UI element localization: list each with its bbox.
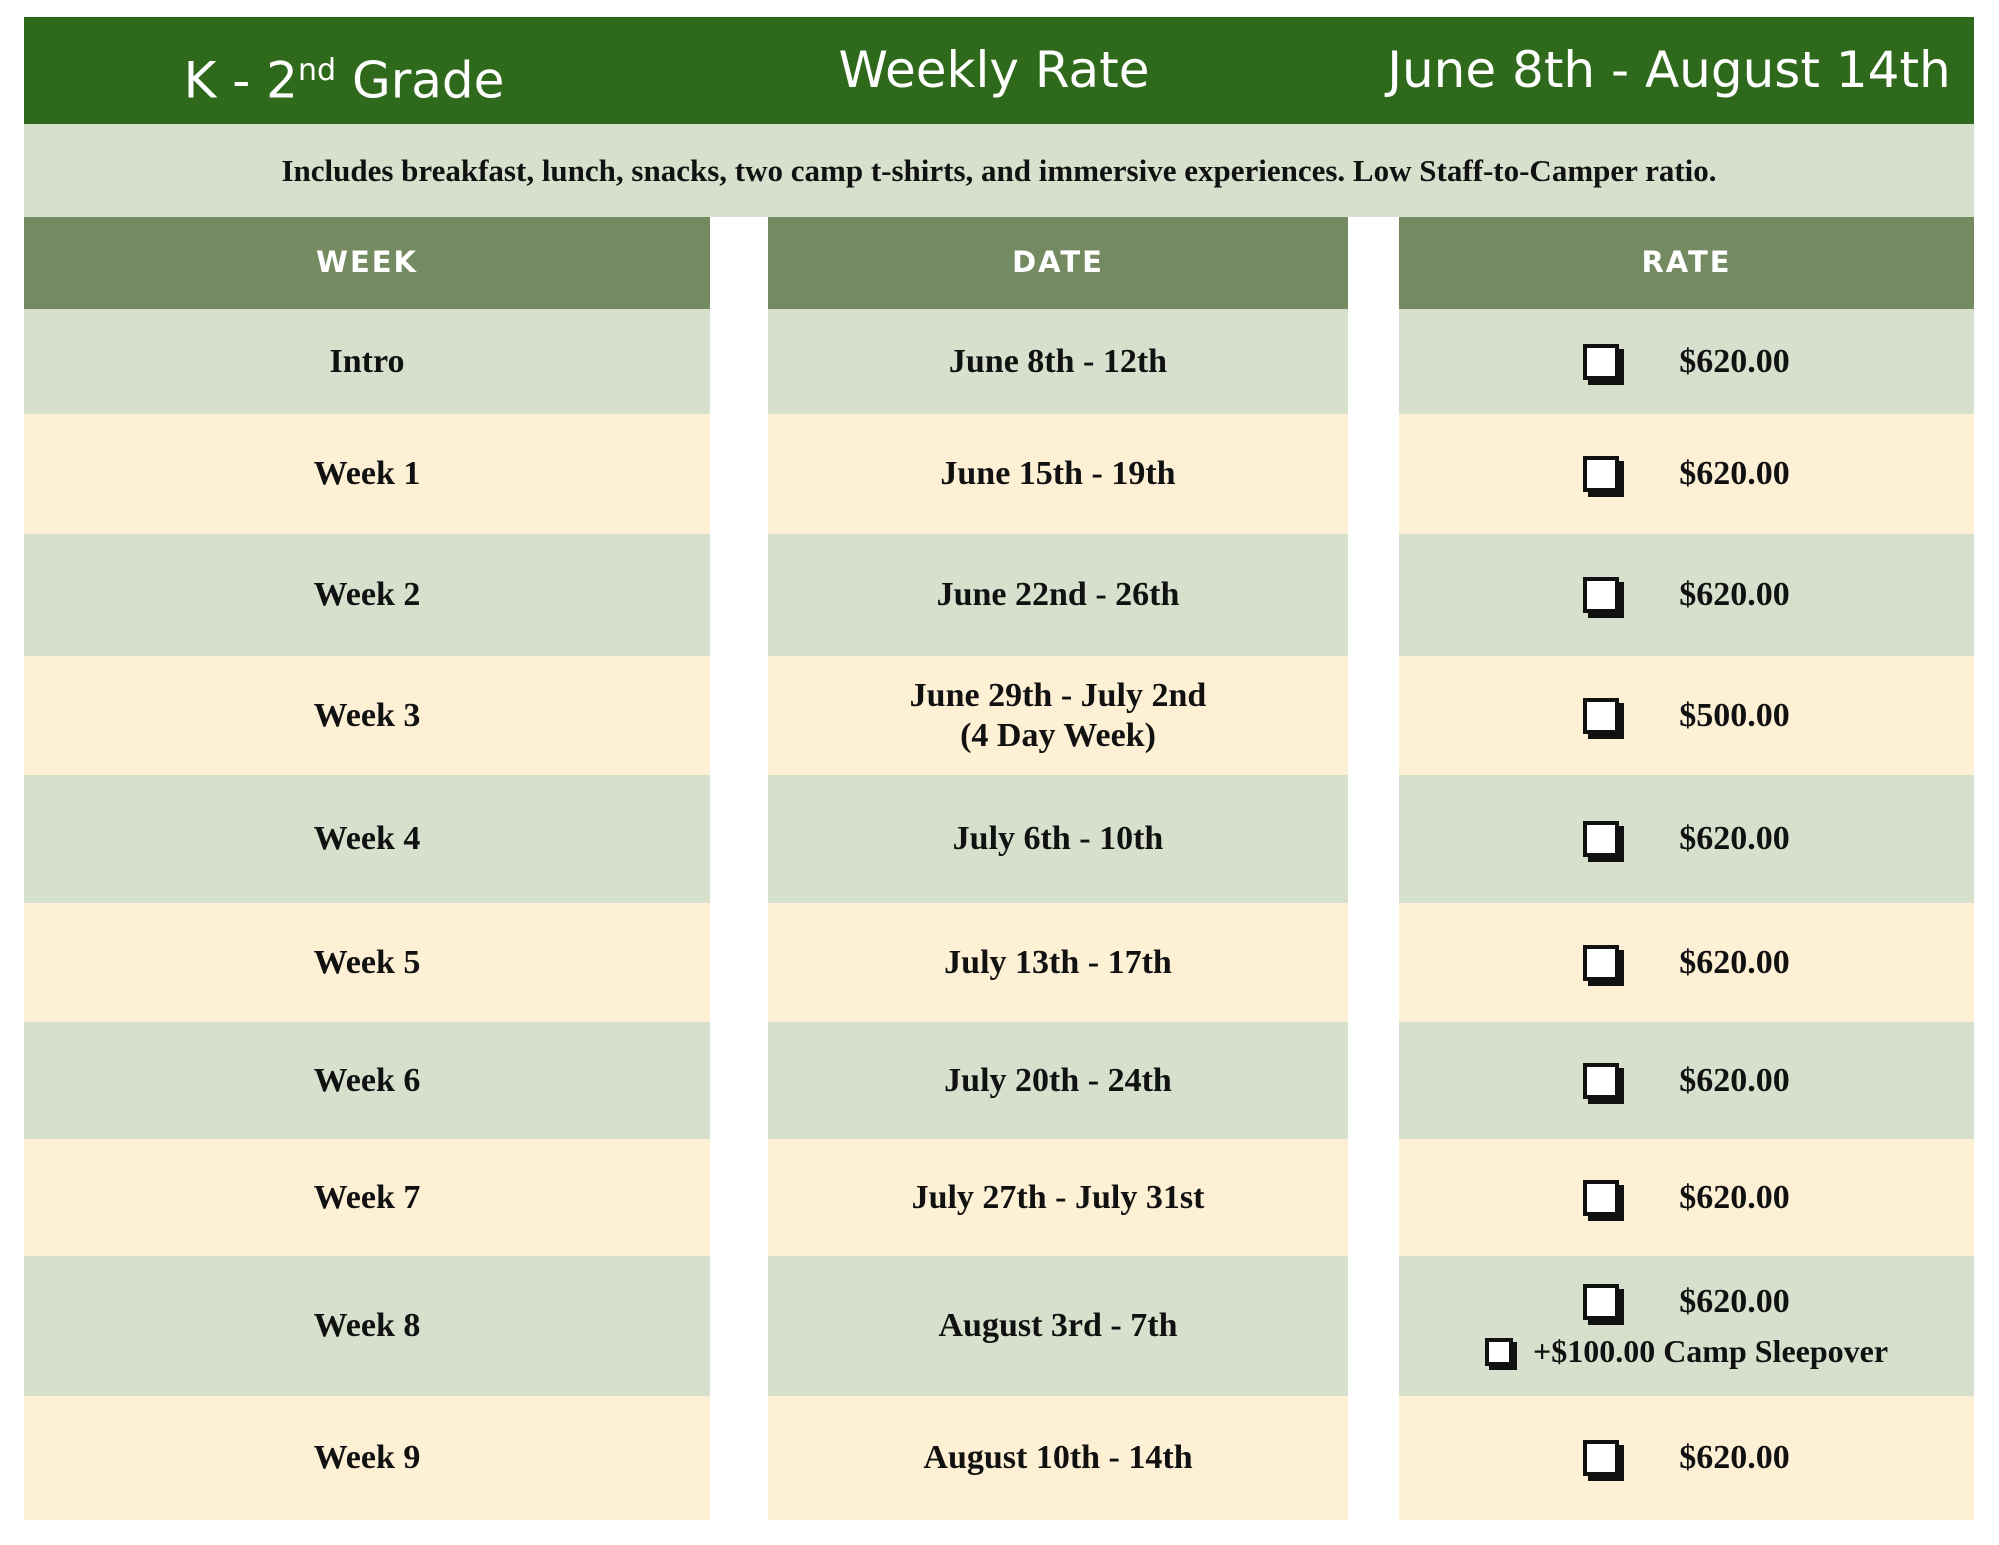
week-cell: Week 3 (24, 656, 710, 775)
date-line: August 10th - 14th (923, 1439, 1193, 1477)
rate-cell: $620.00 (1399, 1396, 1974, 1520)
subtitle: Includes breakfast, lunch, snacks, two c… (24, 124, 1974, 217)
rate-text: $500.00 (1679, 696, 1790, 734)
rate-option: $620.00 (1583, 1061, 1790, 1100)
rate-text: $620.00 (1679, 1061, 1790, 1099)
date-cell: July 20th - 24th (768, 1022, 1348, 1139)
rate-option: $620.00 (1583, 342, 1790, 381)
season: June 8th - August 14th (1387, 41, 1951, 99)
date-line: June 29th - July 2nd (909, 677, 1207, 715)
week-cell: Week 2 (24, 534, 710, 656)
date-cell: July 13th - 17th (768, 903, 1348, 1022)
date-cell: June 29th - July 2nd (4 Day Week) (768, 656, 1348, 775)
date-line: June 22nd - 26th (936, 576, 1180, 614)
rate-cell: $620.00 (1399, 534, 1974, 656)
rate-option: $620.00 (1583, 819, 1790, 858)
date-cell: June 8th - 12th (768, 309, 1348, 414)
rate-cell: $620.00 (1399, 1139, 1974, 1256)
week-cell: Intro (24, 309, 710, 414)
rate-option: $620.00 (1583, 575, 1790, 614)
rate-text: $620.00 (1679, 576, 1790, 614)
rate-text: $620.00 (1679, 943, 1790, 981)
date-cell: August 10th - 14th (768, 1396, 1348, 1520)
grade-sup: nd (298, 53, 337, 88)
checkbox (1583, 343, 1620, 380)
column-header: RATE (1399, 217, 1974, 309)
rate-cell: $620.00 (1399, 1022, 1974, 1139)
rate-text: $620.00 (1679, 1439, 1790, 1477)
rate-option: $620.00 (1583, 943, 1790, 982)
week-cell: Week 1 (24, 414, 710, 534)
week-cell: Week 9 (24, 1396, 710, 1520)
rate-text: $620.00 (1679, 342, 1790, 380)
date-cell: June 22nd - 26th (768, 534, 1348, 656)
rate-option: $620.00 (1583, 1282, 1790, 1321)
week-cell: Week 8 (24, 1256, 710, 1396)
checkbox (1583, 1440, 1620, 1476)
rate-cell: $620.00 (1399, 309, 1974, 414)
column-header: DATE (768, 217, 1348, 309)
rate-text: +$100.00 Camp Sleepover (1532, 1333, 1889, 1370)
checkbox (1583, 1179, 1620, 1216)
grade-rest: Grade (351, 51, 505, 110)
rate-cell: $500.00 (1399, 656, 1974, 775)
header: K - 2nd Grade Weekly Rate June 8th - Aug… (24, 17, 1974, 124)
checkbox (1583, 577, 1620, 613)
week-cell: Week 7 (24, 1139, 710, 1256)
rate-cell: $620.00 (1399, 414, 1974, 534)
checkbox (1583, 821, 1620, 857)
rate-option: +$100.00 Camp Sleepover (1484, 1333, 1889, 1370)
column-header: WEEK (24, 217, 710, 309)
date-cell: June 15th - 19th (768, 414, 1348, 534)
rate-text: $620.00 (1679, 455, 1790, 493)
checkbox (1583, 944, 1620, 981)
week-cell: Week 6 (24, 1022, 710, 1139)
rate-cell: $620.00 +$100.00 Camp Sleepover (1399, 1256, 1974, 1396)
week-cell: Week 5 (24, 903, 710, 1022)
rate-text: $620.00 (1679, 1283, 1790, 1321)
checkbox (1583, 1062, 1620, 1099)
rate-option: $500.00 (1583, 696, 1790, 735)
date-line: (4 Day Week) (960, 716, 1156, 754)
date-line: July 13th - 17th (944, 943, 1172, 981)
rate-option: $620.00 (1583, 1178, 1790, 1217)
rate-text: $620.00 (1679, 1178, 1790, 1216)
rate-option: $620.00 (1583, 1438, 1790, 1477)
grade-text: K - 2 (183, 51, 298, 110)
checkbox (1583, 456, 1620, 492)
date-cell: July 27th - July 31st (768, 1139, 1348, 1256)
rate-cell: $620.00 (1399, 903, 1974, 1022)
date-line: July 6th - 10th (952, 820, 1164, 858)
date-cell: August 3rd - 7th (768, 1256, 1348, 1396)
rate-title: Weekly Rate (838, 41, 1150, 99)
week-cell: Week 4 (24, 775, 710, 903)
date-line: July 27th - July 31st (911, 1178, 1205, 1216)
date-line: July 20th - 24th (944, 1061, 1172, 1099)
date-line: August 3rd - 7th (938, 1307, 1178, 1345)
rate-text: $620.00 (1679, 820, 1790, 858)
rate-cell: $620.00 (1399, 775, 1974, 903)
grade: K - 2nd Grade (24, 17, 664, 124)
checkbox (1484, 1337, 1513, 1366)
checkbox (1583, 697, 1620, 734)
date-cell: July 6th - 10th (768, 775, 1348, 903)
date-line: June 15th - 19th (940, 455, 1176, 493)
checkbox (1583, 1283, 1620, 1320)
date-line: June 8th - 12th (948, 342, 1168, 380)
rate-option: $620.00 (1583, 454, 1790, 493)
